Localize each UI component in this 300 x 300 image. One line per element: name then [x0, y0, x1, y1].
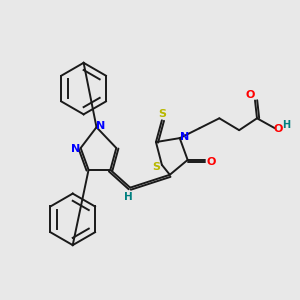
Text: S: S — [158, 109, 166, 119]
Text: N: N — [71, 144, 80, 154]
Text: N: N — [180, 132, 189, 142]
Text: H: H — [124, 192, 133, 202]
Text: O: O — [273, 124, 283, 134]
Text: N: N — [96, 121, 105, 131]
Text: H: H — [282, 120, 290, 130]
Text: S: S — [152, 162, 160, 172]
Text: O: O — [207, 157, 216, 167]
Text: O: O — [245, 89, 255, 100]
